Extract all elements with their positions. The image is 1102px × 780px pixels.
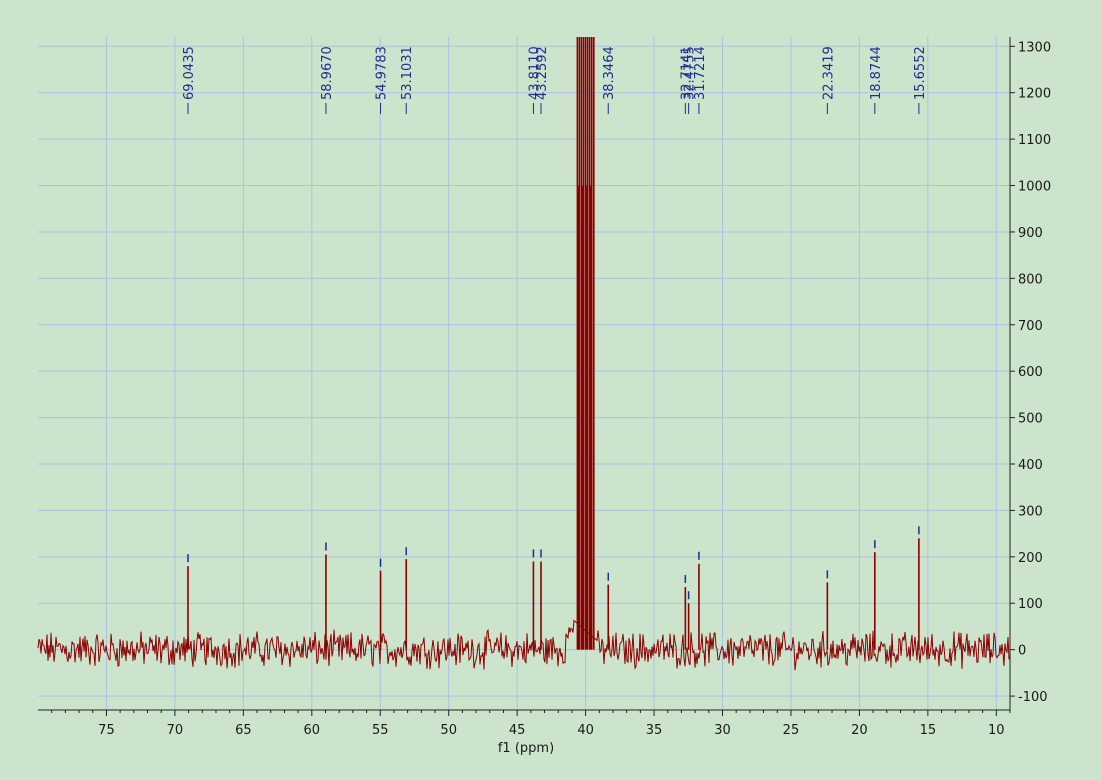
peak-label: 43.8110 — [527, 46, 542, 100]
spectrum-trace — [37, 619, 1011, 671]
x-axis-title: f1 (ppm) — [498, 741, 554, 756]
y-tick-label: 800 — [1018, 272, 1043, 287]
peak-label: 32.4755 — [683, 46, 698, 100]
y-tick-label: 100 — [1018, 597, 1043, 612]
y-tick-label: 400 — [1018, 458, 1043, 473]
peak-label: 43.2592 — [535, 46, 550, 100]
peak-label: 54.9783 — [375, 46, 390, 100]
x-tick-label: 10 — [988, 723, 1005, 738]
y-tick-label: 1200 — [1018, 87, 1051, 102]
peak-label: 38.3464 — [602, 46, 617, 100]
x-tick-label: 70 — [167, 723, 184, 738]
peak-label: 31.7214 — [693, 46, 708, 100]
x-tick-label: 25 — [783, 723, 800, 738]
y-tick-label: 600 — [1018, 365, 1043, 380]
y-tick-label: -100 — [1018, 690, 1048, 705]
y-tick-label: 0 — [1018, 644, 1026, 659]
x-tick-label: 75 — [98, 723, 115, 738]
peak-label: 69.0435 — [182, 46, 197, 100]
peak-label: 22.3419 — [821, 46, 836, 100]
y-tick-label: 900 — [1018, 226, 1043, 241]
y-tick-label: 1000 — [1018, 180, 1051, 195]
y-tick-label: 500 — [1018, 412, 1043, 427]
x-tick-label: 60 — [304, 723, 321, 738]
spectrum — [37, 37, 1011, 671]
y-tick-label: 200 — [1018, 551, 1043, 566]
y-tick-label: 1100 — [1018, 133, 1051, 148]
peak-label: 53.1031 — [400, 46, 415, 100]
peak-labels: 69.0435 58.9670 54.9783 53.1031 43.811043.25… — [182, 46, 928, 600]
axes: 75 70 65 60 55 50 45 40 35 30 25 20 15 10 -100 0 100 200 3… — [38, 37, 1051, 738]
grid — [38, 37, 1010, 710]
x-tick-label: 30 — [714, 723, 731, 738]
x-tick-label: 50 — [440, 723, 457, 738]
x-tick-label: 40 — [577, 723, 594, 738]
x-tick-label: 55 — [372, 723, 389, 738]
y-tick-label: 1300 — [1018, 40, 1051, 55]
x-tick-label: 15 — [920, 723, 937, 738]
y-tick-label: 300 — [1018, 504, 1043, 519]
peak-label: 18.8744 — [869, 46, 884, 100]
peak-label: 32.7141 — [679, 46, 694, 100]
y-tick-label: 700 — [1018, 319, 1043, 334]
x-tick-label: 65 — [235, 723, 252, 738]
x-tick-label: 35 — [646, 723, 663, 738]
peak-label: 15.6552 — [913, 46, 928, 100]
peak-label: 58.9670 — [320, 46, 335, 100]
x-tick-label: 20 — [851, 723, 868, 738]
x-tick-label: 45 — [509, 723, 526, 738]
